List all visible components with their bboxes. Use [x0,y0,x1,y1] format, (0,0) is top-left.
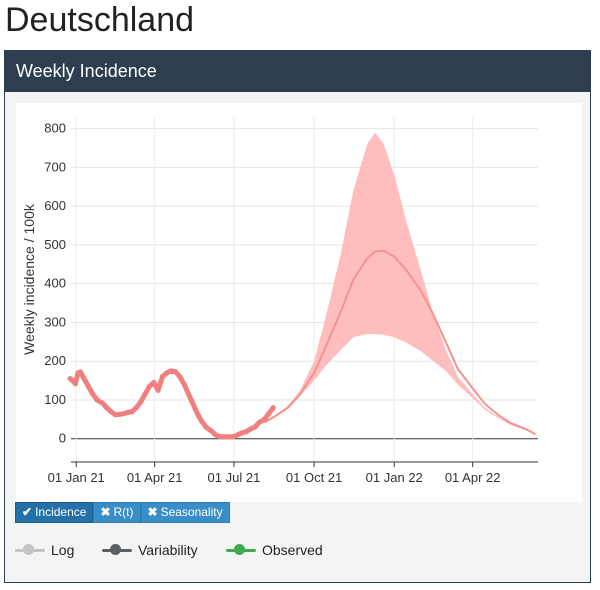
y-tick-label: 500 [44,237,66,252]
observed-point [190,401,196,407]
y-tick-label: 300 [44,314,66,329]
observed-point [208,428,214,434]
panel-title: Weekly Incidence [5,51,590,92]
page-title: Deutschland [5,1,195,39]
toggle-label: Log [51,542,75,558]
observed-point [85,383,92,390]
observed-point [186,391,192,397]
observed-point [151,379,157,386]
toggle-r-t-button[interactable]: ✖ R(t) [93,502,141,523]
y-tick-label: 600 [44,198,66,213]
observed-point [104,405,110,411]
x-tick-label: 01 Jan 21 [48,470,105,485]
toggle-seasonality-button[interactable]: ✖ Seasonality [140,502,230,523]
toggle-observed[interactable]: Observed [226,542,323,558]
toggle-switch-icon [102,542,132,558]
chart-lines [67,249,536,440]
observed-point [226,434,232,440]
toggle-incidence-button[interactable]: ✔ Incidence [15,502,94,523]
toggle-log[interactable]: Log [15,542,74,558]
toggle-label: Variability [138,542,198,558]
button-label: Seasonality [160,505,223,519]
y-axis: 0 100 200 300 400 500 600 700 800 [44,121,66,446]
observed-point [94,397,100,403]
observed-point [112,412,119,418]
y-tick-label: 700 [44,159,66,174]
observed-point [81,376,87,382]
incidence-panel: Weekly Incidence 0 100 200 300 400 500 600 700 8… [4,50,591,583]
observed-point [203,424,209,430]
button-label: R(t) [113,505,134,519]
observed-point [234,432,241,438]
observed-point [99,400,105,406]
y-tick-label: 400 [44,276,66,291]
observed-point [217,434,223,440]
observed-point [155,387,161,393]
variability-band-area [264,132,536,435]
x-axis: 01 Jan 21 01 Apr 21 01 Jul 21 01 Oct 21 01 J… [48,461,538,485]
observed-point [177,374,183,380]
observed-point [239,430,245,436]
toggle-label: Observed [262,542,323,558]
observed-point [221,434,227,440]
toggle-switch-icon [226,542,256,558]
observed-point [129,409,135,415]
observed-point [194,410,200,417]
observed-point [270,405,276,411]
observed-point [138,399,144,405]
metric-button-group: ✔ Incidence ✖ R(t) ✖ Seasonality [15,502,230,523]
observed-point [172,369,179,375]
times-icon: ✖ [147,505,158,519]
x-tick-label: 01 Apr 21 [127,470,183,485]
chart-grid [71,117,538,462]
observed-point [117,411,123,417]
y-tick-label: 200 [44,353,66,368]
observed-point [164,370,170,376]
observed-point [256,419,262,426]
observed-point [168,368,174,374]
observed-point [266,410,272,417]
button-label: Incidence [35,505,87,519]
observed-point [181,381,187,388]
observed-point [72,381,78,387]
observed-point [230,434,236,440]
observed-point [247,426,254,432]
variability-band [264,132,536,435]
x-tick-label: 01 Apr 22 [445,470,501,485]
observed-point [213,432,219,438]
observed-point [77,369,84,375]
observed-point [142,391,148,397]
observed-point [133,405,139,411]
y-tick-label: 800 [44,121,66,136]
x-tick-label: 01 Jul 21 [208,470,261,485]
x-tick-label: 01 Oct 21 [286,470,342,485]
y-tick-label: 100 [44,392,66,407]
observed-point [146,383,153,390]
projection-line [263,249,536,435]
observed-point [261,416,268,422]
chart-card: 0 100 200 300 400 500 600 700 800 01 Jan 21 01 Ap… [16,103,582,502]
x-tick-label: 01 Jan 22 [366,470,423,485]
y-axis-label: Weekly incidence / 100k [21,203,37,355]
toggle-variability[interactable]: Variability [102,542,198,558]
observed-point [159,374,166,380]
toggle-switch-icon [15,542,45,558]
observed-point [125,409,131,415]
incidence-chart[interactable]: 0 100 200 300 400 500 600 700 800 01 Jan 21 01 Ap… [16,103,582,502]
y-tick-label: 0 [59,431,66,446]
observed-point [199,418,205,424]
check-icon: ✔ [22,505,33,519]
observed-point [243,429,249,435]
observed-point [90,391,96,397]
observed-point [252,424,258,430]
times-icon: ✖ [100,505,111,519]
observed-point [108,409,114,415]
